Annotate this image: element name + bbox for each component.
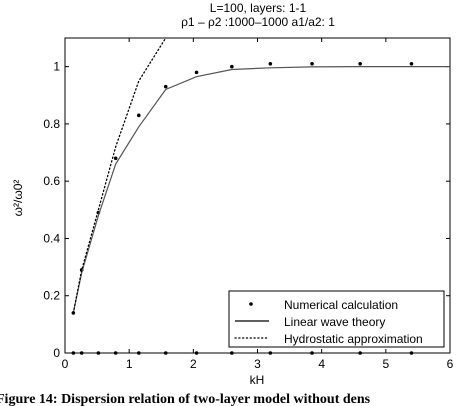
data-point [136,351,141,355]
data-point [79,351,84,355]
x-tick-label: 2 [190,357,197,371]
x-axis-label: kH [250,373,265,387]
y-tick-label: 0.6 [43,174,60,188]
y-tick-label: 0.4 [43,231,60,245]
legend-label: Numerical calculation [284,298,398,312]
data-point [136,113,141,118]
data-point [163,84,168,89]
x-tick-label: 1 [126,357,133,371]
series-layer [71,38,450,355]
y-tick-label: 0 [53,346,60,360]
data-point [409,351,414,355]
y-axis-label: ω²/ω0² [11,180,25,217]
data-point [268,61,273,66]
x-tick-label: 4 [318,357,325,371]
y-tick-label: 0.2 [43,289,60,303]
y-tick-label: 1 [53,60,60,74]
x-tick-label: 5 [382,357,389,371]
data-point [310,351,314,355]
hydrostatic-approximation-line [72,38,167,314]
data-point [358,351,362,355]
data-point [163,351,168,355]
data-point [358,61,362,66]
legend-box [228,290,445,348]
x-tick-label: 0 [62,357,69,371]
data-point [230,351,234,355]
x-tick-label: 3 [254,357,261,371]
data-point [113,351,118,355]
data-point [409,61,414,66]
axis-ticks: 0 1 2 3 4 5 6 0 0.2 0.4 0.6 0.8 1 [43,38,454,371]
data-point [310,61,314,66]
data-point [230,64,234,69]
x-tick-label: 6 [447,357,454,371]
y-tick-label: 0.8 [43,117,60,131]
data-point [268,351,273,355]
data-point [194,351,199,355]
data-point [71,351,76,355]
legend: Numerical calculation Linear wave theory H… [228,290,445,348]
data-point [113,156,118,161]
linear-wave-theory-line [72,65,450,314]
figure-caption: Figure 14: Dispersion relation of two-la… [0,392,371,406]
legend-label: Hydrostatic approximation [284,332,423,346]
data-point [96,351,101,355]
legend-marker [249,302,253,306]
chart-title: L=100, layers: 1-1 [210,1,307,15]
legend-label: Linear wave theory [284,315,385,329]
chart-subtitle: ρ1 – ρ2 :1000–1000 a1/a2: 1 [181,15,335,29]
data-point [194,70,199,75]
